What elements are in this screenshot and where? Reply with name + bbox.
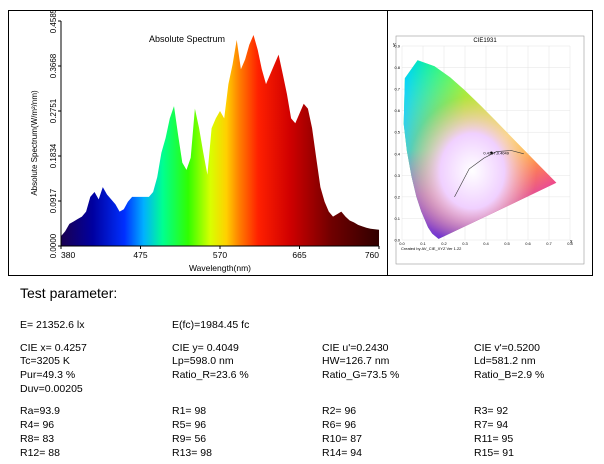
test-parameter-title: Test parameter: (20, 285, 118, 301)
param-r7: R7= 94 (474, 419, 509, 431)
x-tick-label: 665 (292, 250, 306, 260)
cie-x-axis-label: x (570, 239, 573, 245)
cie-chart: CIE1931 y x 0.0 0.1 0.2 0.3 0.4 0.5 0.6 0.7 0.8 0… (393, 35, 585, 265)
param-cie-u: CIE u'=0.2430 (322, 342, 389, 354)
param-r2: R2= 96 (322, 405, 357, 417)
y-tick-label: 0.1834 (49, 143, 58, 168)
cie-y-tick-label: 0.8 (394, 65, 400, 70)
cie-x-tick-label: 0.1 (420, 241, 426, 246)
cie-y-tick-label: 0.9 (394, 44, 400, 49)
param-hw: HW=126.7 nm (322, 355, 390, 367)
param-r10: R10= 87 (322, 433, 362, 445)
y-tick-label: 0.0917 (49, 188, 58, 213)
cie-point-label: 0.4257,0.4049 (483, 151, 509, 156)
param-r15: R15= 91 (474, 447, 514, 459)
chart-divider (387, 10, 388, 276)
param-pur: Pur=49.3 % (20, 369, 76, 381)
param-cie-x: CIE x= 0.4257 (20, 342, 87, 354)
param-cie-v: CIE v'=0.5200 (474, 342, 540, 354)
x-tick-label: 380 (61, 250, 75, 260)
cie-y-tick-label: 0.5 (394, 130, 400, 135)
cie-footer: Created by AV_CIE_XYZ Ver 1.22 (401, 246, 462, 251)
param-r12: R12= 88 (20, 447, 60, 459)
x-tick-label: 570 (213, 250, 227, 260)
param-ld: Ld=581.2 nm (474, 355, 536, 367)
illuminance-fc: E(fc)=1984.45 fc (172, 319, 250, 331)
cie-y-tick-label: 0.0 (394, 238, 400, 243)
cie-y-tick-label: 0.1 (394, 216, 400, 221)
param-r1: R1= 98 (172, 405, 207, 417)
cie-x-tick-label: 0.8 (567, 241, 573, 246)
y-tick-label: 0.2751 (49, 98, 58, 123)
spectrum-area (61, 35, 379, 246)
param-lp: Lp=598.0 nm (172, 355, 234, 367)
cie-y-tick-label: 0.6 (394, 108, 400, 113)
param-tc: Tc=3205 K (20, 355, 70, 367)
cie-x-tick-label: 0.5 (504, 241, 510, 246)
param-r6: R6= 96 (322, 419, 357, 431)
param-cie-y: CIE y= 0.4049 (172, 342, 239, 354)
chart-frame (8, 10, 593, 276)
y-axis-label: Absolute Spectrum(W/m²/nm) (30, 90, 39, 196)
cie-x-tick-label: 0.4 (483, 241, 489, 246)
param-ratio-b: Ratio_B=2.9 % (474, 369, 545, 381)
y-tick-label: 0.4585 (49, 11, 58, 33)
spectrum-title: Absolute Spectrum (149, 34, 225, 44)
cie-y-axis-label: y (393, 42, 396, 48)
illuminance-lx: E= 21352.6 lx (20, 319, 85, 331)
cie-x-tick-label: 0.0 (399, 241, 405, 246)
param-ratio-r: Ratio_R=23.6 % (172, 369, 249, 381)
param-r5: R5= 96 (172, 419, 207, 431)
cie-y-tick-label: 0.2 (394, 194, 400, 199)
spectrum-chart: Absolute Spectrum Absolute Spectrum(W/m²… (30, 11, 380, 273)
cie-y-tick-label: 0.3 (394, 173, 400, 178)
param-ratio-g: Ratio_G=73.5 % (322, 369, 400, 381)
param-r13: R13= 98 (172, 447, 212, 459)
x-axis-label: Wavelength(nm) (189, 263, 251, 273)
cie-x-tick-label: 0.6 (525, 241, 531, 246)
y-tick-label: 0.3668 (49, 53, 58, 78)
param-r11: R11= 95 (474, 433, 514, 445)
cie-y-tick-label: 0.4 (394, 151, 400, 156)
param-ra: Ra=93.9 (20, 405, 60, 417)
cie-border (395, 35, 585, 265)
planckian-locus (454, 150, 524, 198)
cie-gamut-white (403, 60, 557, 239)
cie-y-tick-label: 0.7 (394, 87, 400, 92)
param-r9: R9= 56 (172, 433, 207, 445)
y-tick-label: 0.0000 (49, 233, 58, 258)
x-tick-label: 760 (365, 250, 379, 260)
param-r3: R3= 92 (474, 405, 509, 417)
cie-x-tick-label: 0.2 (441, 241, 447, 246)
cie-x-tick-label: 0.7 (546, 241, 552, 246)
param-duv: Duv=0.00205 (20, 383, 83, 395)
param-r14: R14= 94 (322, 447, 362, 459)
x-tick-label: 475 (133, 250, 147, 260)
param-r8: R8= 83 (20, 433, 55, 445)
cie-point-marker (490, 151, 493, 154)
param-r4: R4= 96 (20, 419, 55, 431)
cie-title: CIE1931 (473, 38, 497, 44)
cie-x-tick-label: 0.3 (462, 241, 468, 246)
